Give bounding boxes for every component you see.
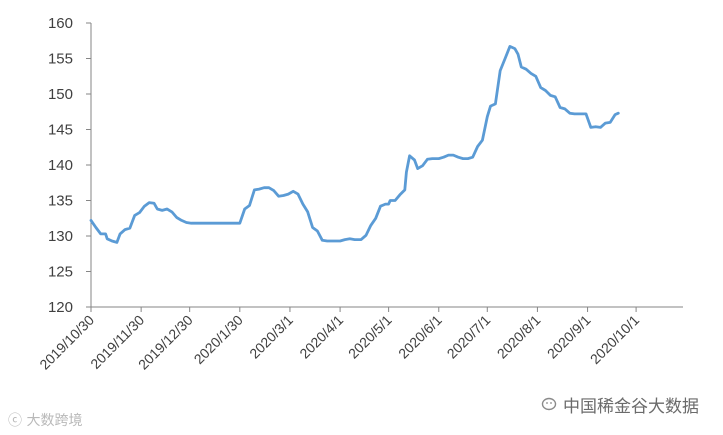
x-tick-label: 2020/9/1 [544,312,594,362]
x-tick-label: 2020/8/1 [494,312,544,362]
y-tick-label: 155 [48,51,73,68]
y-tick-label: 125 [48,264,73,281]
y-tick-label: 150 [48,86,73,103]
y-tick-label: 135 [48,193,73,210]
x-tick-label: 2020/4/1 [296,312,346,362]
y-tick-label: 130 [48,228,73,245]
wechat-icon [541,397,557,410]
x-tick-label: 2020/6/1 [395,312,445,362]
x-tick-label: 2020/3/1 [246,312,296,362]
y-tick-label: 160 [48,15,73,32]
y-tick-label: 120 [48,299,73,316]
watermark-right: 中国稀金谷大数据 [541,392,699,417]
watermark-left: ⓒ 大数跨境 [8,413,83,429]
y-tick-label: 140 [48,157,73,174]
x-tick-label: 2020/10/1 [587,312,643,368]
x-axis [86,22,683,312]
y-tick-label: 145 [48,122,73,139]
series-line [89,45,620,244]
watermark-right-text: 中国稀金谷大数据 [563,397,699,417]
x-tick-label: 2020/5/1 [345,312,395,362]
x-tick-label: 2019/10/30 [36,312,97,373]
x-tick-label: 2020/1/30 [191,312,247,368]
series-layer [89,45,620,244]
x-tick-label: 2020/7/1 [444,312,494,362]
y-axis-tick-labels: 120 125 130 135 140 145 150 155 160 [48,15,73,316]
